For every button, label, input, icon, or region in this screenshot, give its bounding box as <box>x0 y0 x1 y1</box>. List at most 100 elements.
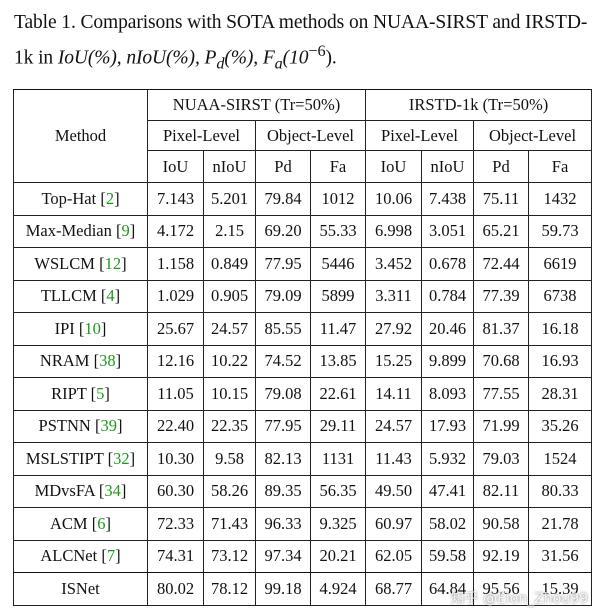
value-cell: 49.50 <box>365 474 423 508</box>
table-row: Max-Median [9] 4.172 2.15 69.20 55.33 6.998 3.… <box>13 214 593 248</box>
value-cell: 24.57 <box>365 409 423 443</box>
value-cell: 16.93 <box>528 344 593 378</box>
method-name: NRAM <box>39 351 90 371</box>
value-cell: 7.143 <box>147 182 204 216</box>
value-cell: 24.57 <box>203 312 256 346</box>
value-cell: 27.92 <box>365 312 423 346</box>
value-cell-best: 99.18 <box>255 572 311 606</box>
citation-link[interactable]: 32 <box>113 448 130 468</box>
value-cell: 17.93 <box>421 409 475 443</box>
citation-link[interactable]: 4 <box>106 286 115 306</box>
method-name-cell: ALCNet [7] <box>13 539 148 573</box>
caption-fa-subscript: a <box>274 54 283 73</box>
value-cell-best: 80.02 <box>147 572 204 606</box>
value-cell: 5.932 <box>421 442 475 476</box>
value-cell: 89.35 <box>255 474 311 508</box>
value-cell: 3.311 <box>365 279 423 313</box>
table-row: NRAM [38] 12.16 10.22 74.52 13.85 15.25 9.899 7… <box>13 344 593 378</box>
value-cell: 15.25 <box>365 344 423 378</box>
method-name-cell: MDvsFA [34] <box>13 474 148 508</box>
method-name: TLLCM <box>40 286 97 306</box>
citation-link[interactable]: 12 <box>104 253 122 273</box>
value-cell: 70.68 <box>473 344 530 378</box>
value-cell: 9.899 <box>421 344 475 378</box>
value-cell-best: 15.39 <box>528 572 593 606</box>
value-cell: 21.78 <box>528 507 593 541</box>
value-cell: 22.35 <box>203 409 256 443</box>
value-cell: 58.02 <box>421 507 475 541</box>
metric-header: Pd <box>473 150 530 183</box>
citation-link[interactable]: 2 <box>105 188 115 208</box>
method-name-cell: PSTNN [39] <box>13 409 148 443</box>
table-row: MSLSTIPT [32] 10.30 9.58 82.13 1131 11.43 5.93… <box>13 442 593 476</box>
value-cell: 77.55 <box>473 377 530 411</box>
table-row: ACM [6] 72.33 71.43 96.33 9.325 60.97 58.02 90.… <box>13 507 593 541</box>
citation-link[interactable]: 7 <box>106 546 116 566</box>
citation-link[interactable]: 5 <box>96 383 105 403</box>
table-row: TLLCM [4] 1.029 0.905 79.09 5899 3.311 0.784 77… <box>13 279 593 313</box>
value-cell: 10.22 <box>203 344 256 378</box>
level-header: Pixel-Level <box>147 120 256 151</box>
value-cell: 96.33 <box>255 507 311 541</box>
value-cell: 82.11 <box>473 474 530 508</box>
value-cell: 11.43 <box>365 442 423 476</box>
value-cell: 8.093 <box>421 377 475 411</box>
value-cell: 4.172 <box>147 214 204 248</box>
citation-link[interactable]: 38 <box>99 351 116 371</box>
caption-end: ). <box>325 47 337 69</box>
value-cell: 20.21 <box>309 539 367 573</box>
metric-header: Fa <box>528 150 593 183</box>
value-cell: 81.37 <box>473 312 530 346</box>
value-cell: 12.16 <box>147 344 204 378</box>
table-row: MDvsFA [34] 60.30 58.26 89.35 56.35 49.50 47.4… <box>13 474 593 508</box>
value-cell: 13.85 <box>309 344 367 378</box>
value-cell: 11.47 <box>309 312 367 346</box>
metric-header: nIoU <box>203 150 256 183</box>
value-cell: 71.99 <box>473 409 530 443</box>
dataset-header-irstd: IRSTD-1k (Tr=50%) <box>365 89 593 121</box>
value-cell: 10.30 <box>147 442 204 476</box>
value-cell: 6.998 <box>365 214 423 248</box>
method-name: ISNet <box>13 572 148 606</box>
method-header: Method <box>13 89 148 183</box>
value-cell: 77.39 <box>473 279 530 313</box>
value-cell: 5899 <box>309 279 367 313</box>
value-cell: 47.41 <box>421 474 475 508</box>
metric-header: IoU <box>365 150 423 183</box>
value-cell: 92.19 <box>473 539 530 573</box>
value-cell: 0.849 <box>203 247 256 281</box>
value-cell: 73.12 <box>203 539 256 573</box>
method-name-cell: NRAM [38] <box>13 344 148 378</box>
method-name-cell: ACM [6] <box>13 507 148 541</box>
level-header: Object-Level <box>254 120 367 151</box>
caption-prefix: Table 1. Comparisons with SOTA methods o… <box>14 12 588 69</box>
value-cell: 80.33 <box>528 474 593 508</box>
citation-link[interactable]: 10 <box>84 318 101 338</box>
caption-fa-suffix: (10 <box>282 47 309 69</box>
value-cell: 74.52 <box>255 344 311 378</box>
value-cell: 3.452 <box>365 247 423 281</box>
value-cell: 1012 <box>309 182 367 216</box>
citation-link[interactable]: 39 <box>100 416 117 436</box>
value-cell: 1131 <box>309 442 367 476</box>
table-row: ALCNet [7] 74.31 73.12 97.34 20.21 62.05 59.58… <box>13 539 593 573</box>
value-cell: 69.20 <box>255 214 311 248</box>
value-cell: 77.95 <box>255 247 311 281</box>
caption-pd-suffix: (%), F <box>224 47 275 69</box>
table-row: Top-Hat [2] 7.143 5.201 79.84 1012 10.06 7.438… <box>13 182 593 216</box>
citation-link[interactable]: 34 <box>104 481 121 501</box>
method-name-cell: WSLCM [12] <box>13 247 148 281</box>
value-cell: 79.84 <box>255 182 311 216</box>
value-cell: 65.21 <box>473 214 530 248</box>
method-name: MDvsFA <box>34 481 95 501</box>
value-cell-best: 78.12 <box>203 572 256 606</box>
value-cell: 60.30 <box>147 474 204 508</box>
metric-header: IoU <box>147 150 204 183</box>
value-cell: 6738 <box>528 279 593 313</box>
value-cell: 59.73 <box>528 214 593 248</box>
citation-link[interactable]: 6 <box>97 513 106 533</box>
metric-header: nIoU <box>421 150 475 183</box>
level-header: Pixel-Level <box>365 120 475 151</box>
citation-link[interactable]: 9 <box>121 221 130 241</box>
value-cell: 85.55 <box>255 312 311 346</box>
